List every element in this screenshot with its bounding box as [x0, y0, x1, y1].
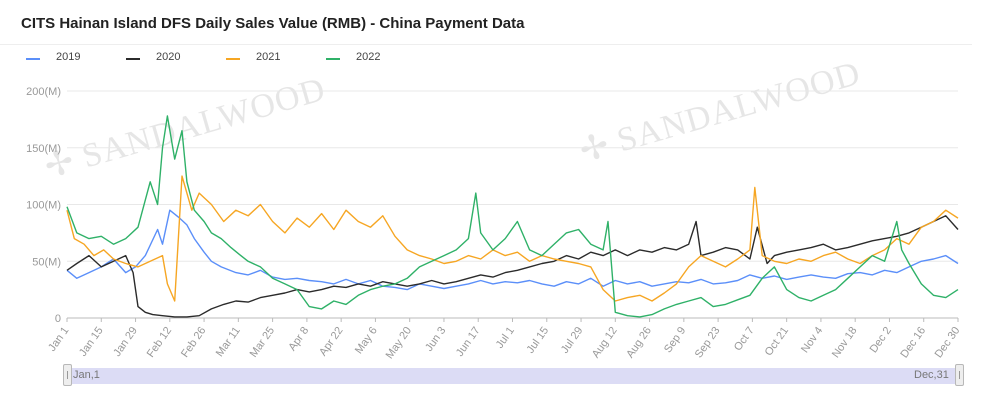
zoom-handle-start[interactable]	[63, 364, 72, 386]
chart-title: CITS Hainan Island DFS Daily Sales Value…	[21, 15, 525, 32]
x-tick-label: Jun 3	[423, 325, 448, 354]
x-tick-label: Mar 11	[214, 325, 243, 359]
series-line-2021[interactable]	[66, 175, 959, 302]
title-divider	[0, 44, 972, 45]
legend-label-2022: 2022	[356, 51, 381, 63]
x-tick-label: Apr 22	[317, 325, 345, 358]
x-tick-label: Oct 21	[763, 325, 791, 358]
x-tick-label: Feb 12	[145, 325, 174, 360]
series-line-2022[interactable]	[66, 115, 959, 318]
x-tick-label: Aug 12	[590, 325, 620, 360]
legend-label-2020: 2020	[156, 51, 181, 63]
x-tick-label: Apr 8	[286, 325, 311, 353]
x-tick-label: Jul 1	[494, 325, 517, 351]
series-line-2019[interactable]	[66, 209, 959, 291]
x-tick-label: Dec 30	[933, 325, 963, 360]
x-tick-label: Jan 15	[77, 325, 106, 359]
legend-swatch-2022	[326, 58, 340, 60]
legend-swatch-2020	[126, 58, 140, 60]
y-tick-label: 200(M)	[26, 86, 61, 98]
x-tick-label: Jun 17	[454, 325, 483, 359]
x-tick-label: Sep 9	[662, 325, 688, 355]
legend-label-2021: 2021	[256, 51, 281, 63]
x-tick-label: Jan 29	[111, 325, 140, 359]
x-tick-label: May 20	[384, 325, 415, 361]
y-tick-label: 50(M)	[32, 256, 61, 268]
series-lines	[66, 115, 959, 318]
x-tick-label: Jul 29	[559, 325, 586, 356]
y-tick-label: 0	[55, 313, 61, 325]
x-tick-label: Feb 26	[179, 325, 208, 360]
x-tick-label: Oct 7	[732, 325, 757, 353]
zoom-end-label: Dec,31	[914, 369, 949, 381]
x-tick-label: Aug 26	[624, 325, 654, 360]
zoom-start-label: Jan,1	[73, 369, 100, 381]
x-axis: Jan 1 Jan 15 Jan 29 Feb 12 Feb 26 Mar 11 Mar 2…	[46, 318, 962, 361]
grid-lines	[67, 90, 958, 319]
y-tick-label: 150(M)	[26, 143, 61, 155]
zoom-handle-end[interactable]	[955, 364, 964, 386]
legend-label-2019: 2019	[56, 51, 81, 63]
y-tick-label: 100(M)	[26, 200, 61, 212]
legend-swatch-2019	[26, 58, 40, 60]
x-tick-label: Dec 2	[868, 325, 894, 355]
x-tick-label: Nov 18	[830, 325, 860, 360]
zoom-slider-track[interactable]	[67, 368, 960, 384]
x-tick-label: Jan 1	[46, 325, 71, 354]
x-tick-label: Nov 4	[799, 325, 825, 355]
x-tick-label: May 6	[353, 325, 380, 356]
y-axis: 0 50(M) 100(M) 150(M) 200(M)	[26, 86, 61, 325]
legend-swatch-2021	[226, 58, 240, 60]
series-line-2020[interactable]	[66, 215, 959, 318]
x-tick-label: Jul 15	[525, 325, 552, 356]
x-tick-label: Mar 25	[248, 325, 277, 360]
x-tick-label: Sep 23	[693, 325, 723, 360]
x-tick-label: Dec 16	[898, 325, 928, 360]
